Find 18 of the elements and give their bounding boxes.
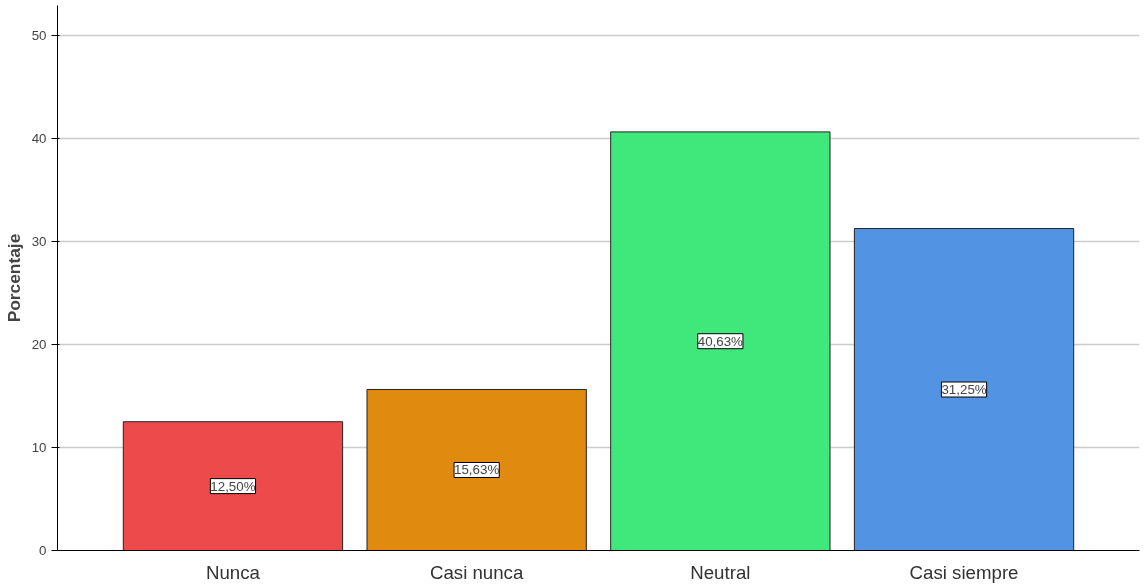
y-tick-label: 20 <box>31 336 47 352</box>
y-axis-title: Porcentaje <box>3 233 24 323</box>
y-tick-label: 40 <box>31 130 47 146</box>
bar <box>610 131 831 551</box>
bar <box>366 388 587 551</box>
x-tick-label: Nunca <box>206 561 261 583</box>
data-label: 15,63% <box>454 462 500 478</box>
data-label: 31,25% <box>941 382 987 398</box>
y-tick-label: 50 <box>31 27 47 43</box>
x-tick-label: Casi siempre <box>909 561 1019 583</box>
bar <box>122 421 344 551</box>
x-tick-label: Casi nunca <box>429 561 524 583</box>
y-tick-label: 10 <box>31 439 47 455</box>
data-label: 12,50% <box>210 478 256 494</box>
y-tick-label: 30 <box>31 233 47 249</box>
y-tick-label: 0 <box>39 543 47 558</box>
bar <box>853 228 1075 551</box>
x-tick-label: Neutral <box>690 561 751 583</box>
